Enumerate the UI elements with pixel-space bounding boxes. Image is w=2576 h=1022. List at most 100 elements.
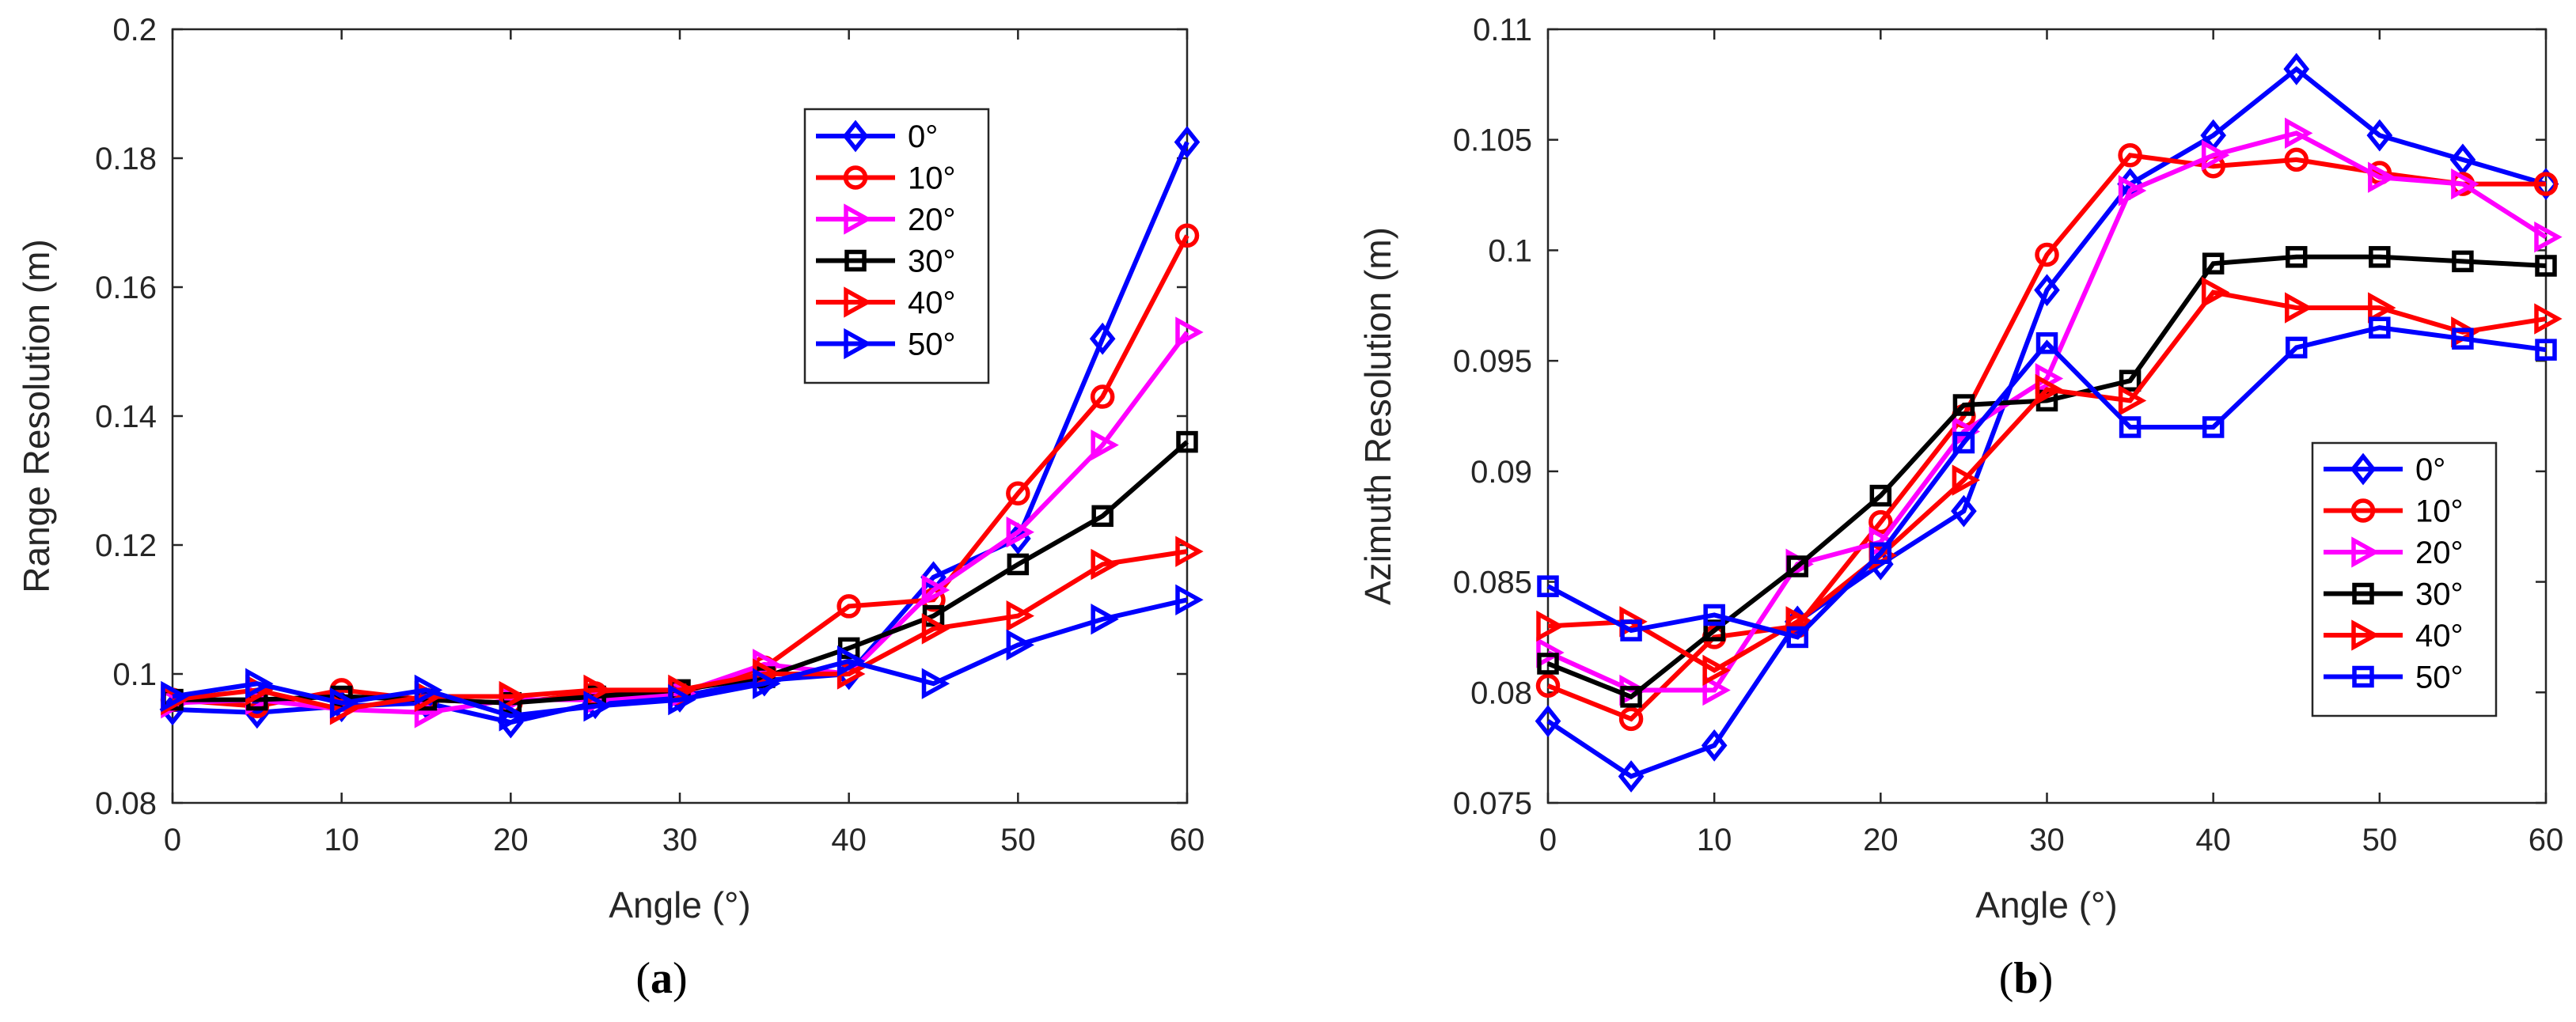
data-point xyxy=(2368,161,2396,193)
series-line xyxy=(1546,325,2547,640)
data-point xyxy=(2286,246,2308,268)
x-tick-label: 50 xyxy=(2362,823,2398,857)
data-point xyxy=(2118,384,2147,417)
x-tick-label: 20 xyxy=(1863,823,1899,857)
y-tick-label: 0.18 xyxy=(95,142,157,176)
data-point xyxy=(1702,674,1731,706)
data-point xyxy=(1536,637,1565,668)
legend-label: 20° xyxy=(908,203,956,237)
x-axis-label: Angle (°) xyxy=(609,884,750,925)
legend-entry-3: 30° xyxy=(816,244,956,279)
legend-label: 50° xyxy=(908,327,956,362)
data-point xyxy=(2369,316,2391,339)
data-point xyxy=(1007,553,1030,576)
legend-marker xyxy=(2352,665,2374,688)
caption-open: ( xyxy=(635,954,651,1003)
legend-box xyxy=(803,108,990,384)
legend-label: 40° xyxy=(2415,619,2464,653)
data-point xyxy=(2285,117,2313,150)
data-point xyxy=(583,691,612,722)
legend-marker xyxy=(2352,582,2374,605)
data-point xyxy=(1620,686,1642,708)
data-point xyxy=(1536,610,1565,642)
data-point xyxy=(1006,600,1034,632)
data-point xyxy=(2534,221,2563,253)
data-point xyxy=(921,574,950,606)
data-point xyxy=(1952,431,1975,454)
legend-entry-3: 30° xyxy=(2324,577,2464,612)
data-point xyxy=(2118,175,2147,206)
data-point xyxy=(1175,584,1204,615)
data-point xyxy=(2535,339,2557,361)
legend-label: 30° xyxy=(908,244,956,279)
data-point xyxy=(753,668,781,699)
data-point xyxy=(2451,168,2479,200)
data-point xyxy=(1868,509,1893,535)
data-point xyxy=(1090,384,1115,409)
legend: 0° 10° 20° 30° 40° 50° xyxy=(2311,441,2498,717)
series-line xyxy=(172,597,1188,719)
legend-marker xyxy=(844,249,867,272)
y-tick-label: 0.08 xyxy=(1470,676,1532,710)
data-point xyxy=(2201,139,2230,171)
data-point xyxy=(583,674,612,706)
data-point xyxy=(1618,760,1645,793)
data-point xyxy=(1006,481,1030,506)
series-line xyxy=(1546,66,2547,779)
data-point xyxy=(329,687,359,719)
y-tick-label: 0.1 xyxy=(112,657,157,692)
data-point xyxy=(1091,505,1113,528)
y-tick-label: 0.16 xyxy=(95,271,157,305)
panel-caption: (b) xyxy=(1999,954,2053,1003)
data-point xyxy=(1952,464,1981,496)
series-5 xyxy=(161,584,1204,732)
series-line xyxy=(1547,290,2547,673)
data-point xyxy=(1869,542,1892,564)
panel-b: 0 10 20 30 40 50 600.0750.080.0850.090.0950.10… xyxy=(1357,13,2563,1003)
panel-caption: (a) xyxy=(635,954,687,1003)
data-point xyxy=(2035,373,2064,406)
data-point xyxy=(2202,416,2225,438)
data-point xyxy=(2035,242,2059,267)
y-tick-label: 0.08 xyxy=(95,786,157,821)
y-axis-label: Azimuth Resolution (m) xyxy=(1357,227,1398,605)
legend-label: 20° xyxy=(2415,536,2464,570)
data-point xyxy=(837,645,866,677)
caption-close: ) xyxy=(673,954,688,1003)
y-tick-label: 0.11 xyxy=(1473,13,1532,47)
legend-entry-5: 50° xyxy=(816,327,956,362)
data-point xyxy=(2283,52,2310,85)
y-tick-label: 0.075 xyxy=(1453,786,1532,821)
data-point xyxy=(1537,653,1559,675)
y-tick-label: 0.12 xyxy=(95,528,157,563)
data-point xyxy=(1952,394,1975,416)
legend-marker xyxy=(844,203,872,235)
data-point xyxy=(2286,336,2308,359)
legend-box xyxy=(2311,441,2498,717)
legend-entry-5: 50° xyxy=(2324,661,2464,695)
data-point xyxy=(921,668,950,699)
legend-label: 0° xyxy=(2415,452,2445,487)
caption-letter: a xyxy=(651,954,673,1003)
caption-close: ) xyxy=(2039,954,2054,1003)
x-tick-label: 40 xyxy=(2195,823,2231,857)
legend-marker xyxy=(844,286,872,318)
data-point xyxy=(1537,575,1559,597)
data-point xyxy=(668,683,696,716)
legend-entry-1: 10° xyxy=(2324,494,2464,529)
data-point xyxy=(161,680,189,713)
legend-entry-0: 0° xyxy=(816,119,938,154)
legend-entry-0: 0° xyxy=(2324,452,2445,487)
data-point xyxy=(2533,172,2559,196)
x-axis-label: Angle (°) xyxy=(1975,884,2117,925)
legend-entry-2: 20° xyxy=(2324,536,2464,570)
legend-marker xyxy=(2351,619,2380,651)
legend-marker xyxy=(842,119,869,153)
legend-entry-4: 40° xyxy=(2324,619,2464,653)
data-point xyxy=(2284,147,2309,172)
series-4 xyxy=(1536,276,2563,687)
y-tick-label: 0.095 xyxy=(1453,344,1532,379)
y-tick-label: 0.105 xyxy=(1453,123,1532,158)
data-point xyxy=(245,668,274,699)
series-5 xyxy=(1537,316,2557,649)
